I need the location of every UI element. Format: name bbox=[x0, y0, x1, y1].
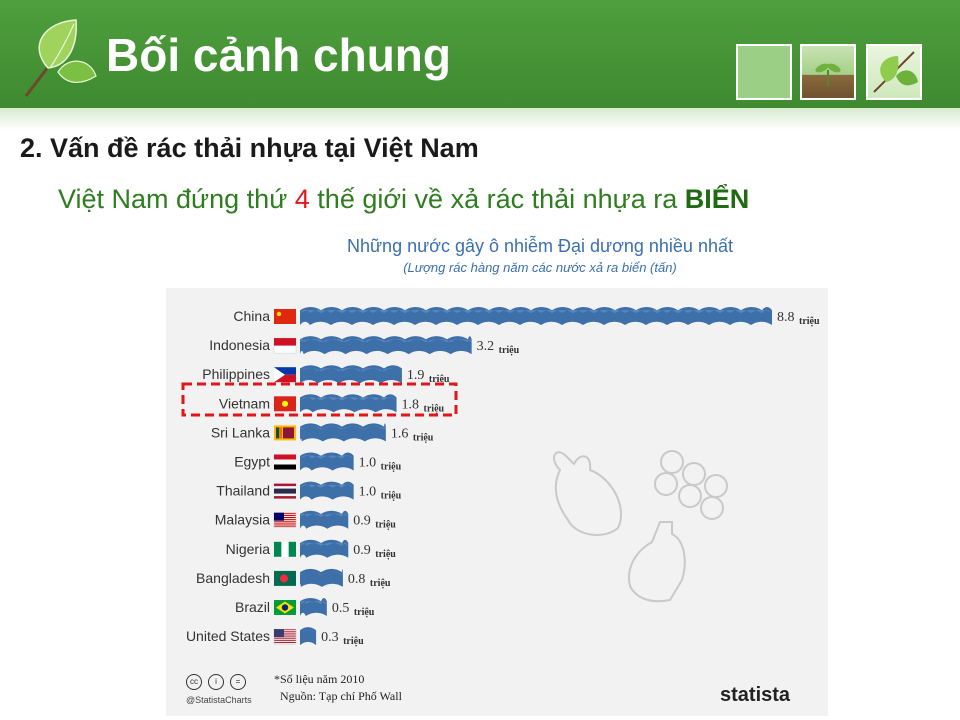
flag-brazil bbox=[274, 600, 296, 615]
bar-row-china: China 8.8 triệu bbox=[233, 307, 820, 327]
value-label: 1.0 bbox=[359, 485, 377, 500]
bar bbox=[300, 453, 354, 471]
bar bbox=[300, 394, 397, 412]
bar-row-vietnam: Vietnam 1.8 triệu bbox=[219, 394, 445, 414]
flag-thailand bbox=[274, 484, 296, 499]
unit-label: triệu bbox=[343, 636, 364, 647]
flag-china bbox=[274, 309, 296, 324]
unit-label: triệu bbox=[381, 462, 402, 473]
bar bbox=[300, 423, 386, 441]
unit-label: triệu bbox=[381, 491, 402, 502]
statista-handle: @StatistaCharts bbox=[186, 695, 252, 705]
unit-label: triệu bbox=[799, 316, 820, 327]
bar-row-united-states: United States 0.3 triệu bbox=[186, 627, 364, 647]
value-label: 0.8 bbox=[348, 572, 366, 587]
category-label: Brazil bbox=[235, 599, 270, 615]
category-label: Sri Lanka bbox=[211, 424, 270, 440]
value-label: 0.9 bbox=[353, 514, 371, 529]
flag-indonesia bbox=[274, 338, 296, 353]
bar-row-sri-lanka: Sri Lanka 1.6 triệu bbox=[211, 423, 434, 443]
unit-label: triệu bbox=[370, 578, 391, 589]
bar-row-malaysia: Malaysia 0.9 triệu bbox=[215, 511, 397, 531]
unit-label: triệu bbox=[499, 345, 520, 356]
bar-row-nigeria: Nigeria 0.9 triệu bbox=[226, 540, 397, 560]
unit-label: triệu bbox=[375, 549, 396, 560]
bar bbox=[300, 482, 354, 500]
flag-united-states bbox=[274, 629, 296, 644]
value-label: 0.3 bbox=[321, 630, 339, 645]
value-label: 1.9 bbox=[407, 368, 425, 383]
flag-vietnam bbox=[274, 396, 296, 411]
bar bbox=[300, 307, 772, 325]
bar-row-egypt: Egypt 1.0 triệu bbox=[234, 453, 401, 473]
chart-footnote: *Số liệu năm 2010 bbox=[274, 672, 364, 687]
unit-label: triệu bbox=[413, 432, 434, 443]
bottle-icon bbox=[629, 522, 685, 601]
value-label: 0.5 bbox=[332, 601, 350, 616]
flag-nigeria bbox=[274, 542, 296, 557]
creative-commons-icon: cc bbox=[186, 674, 202, 690]
plastic-bag-icon bbox=[554, 452, 621, 535]
bar-row-thailand: Thailand 1.0 triệu bbox=[216, 482, 401, 502]
value-label: 1.6 bbox=[391, 426, 409, 441]
statista-brand: statista bbox=[720, 684, 790, 707]
flag-bangladesh bbox=[274, 571, 296, 586]
category-label: Egypt bbox=[234, 454, 270, 470]
value-label: 1.8 bbox=[402, 397, 420, 412]
bar bbox=[300, 365, 402, 383]
flag-malaysia bbox=[274, 513, 296, 528]
category-label: United States bbox=[186, 628, 270, 644]
decorative-plastic-illustrations bbox=[554, 451, 727, 601]
flag-egypt bbox=[274, 455, 296, 470]
unit-label: triệu bbox=[354, 607, 375, 618]
value-label: 0.9 bbox=[353, 543, 371, 558]
category-label: Philippines bbox=[202, 366, 270, 382]
bars-group: China 8.8 triệu Indonesia 3.2 triệu Philippine… bbox=[186, 307, 820, 647]
chart-source: Nguồn: Tạp chí Phố Wall bbox=[280, 689, 402, 704]
unit-label: triệu bbox=[424, 403, 445, 414]
value-label: 3.2 bbox=[477, 339, 495, 354]
flag-philippines bbox=[274, 367, 296, 382]
category-label: Malaysia bbox=[215, 512, 270, 528]
category-label: Vietnam bbox=[219, 395, 270, 411]
attribution-icon: i bbox=[208, 674, 224, 690]
bar-row-indonesia: Indonesia 3.2 triệu bbox=[209, 336, 519, 356]
flag-sri-lanka bbox=[274, 425, 296, 440]
bar bbox=[300, 569, 343, 587]
bar-row-brazil: Brazil 0.5 triệu bbox=[235, 598, 375, 618]
category-label: Nigeria bbox=[226, 541, 271, 557]
value-label: 1.0 bbox=[359, 456, 377, 471]
no-derivatives-icon: = bbox=[230, 674, 246, 690]
bar bbox=[300, 627, 316, 645]
bar-row-philippines: Philippines 1.9 triệu bbox=[202, 365, 450, 385]
bar bbox=[300, 540, 348, 558]
bar bbox=[300, 511, 348, 529]
unit-label: triệu bbox=[375, 520, 396, 531]
bar bbox=[300, 598, 327, 616]
category-label: Indonesia bbox=[209, 337, 270, 353]
six-pack-rings-icon bbox=[655, 451, 727, 519]
category-label: Thailand bbox=[216, 483, 270, 499]
category-label: China bbox=[233, 308, 270, 324]
bar-row-bangladesh: Bangladesh 0.8 triệu bbox=[196, 569, 391, 589]
category-label: Bangladesh bbox=[196, 570, 270, 586]
value-label: 8.8 bbox=[777, 310, 795, 325]
bar bbox=[300, 336, 472, 354]
